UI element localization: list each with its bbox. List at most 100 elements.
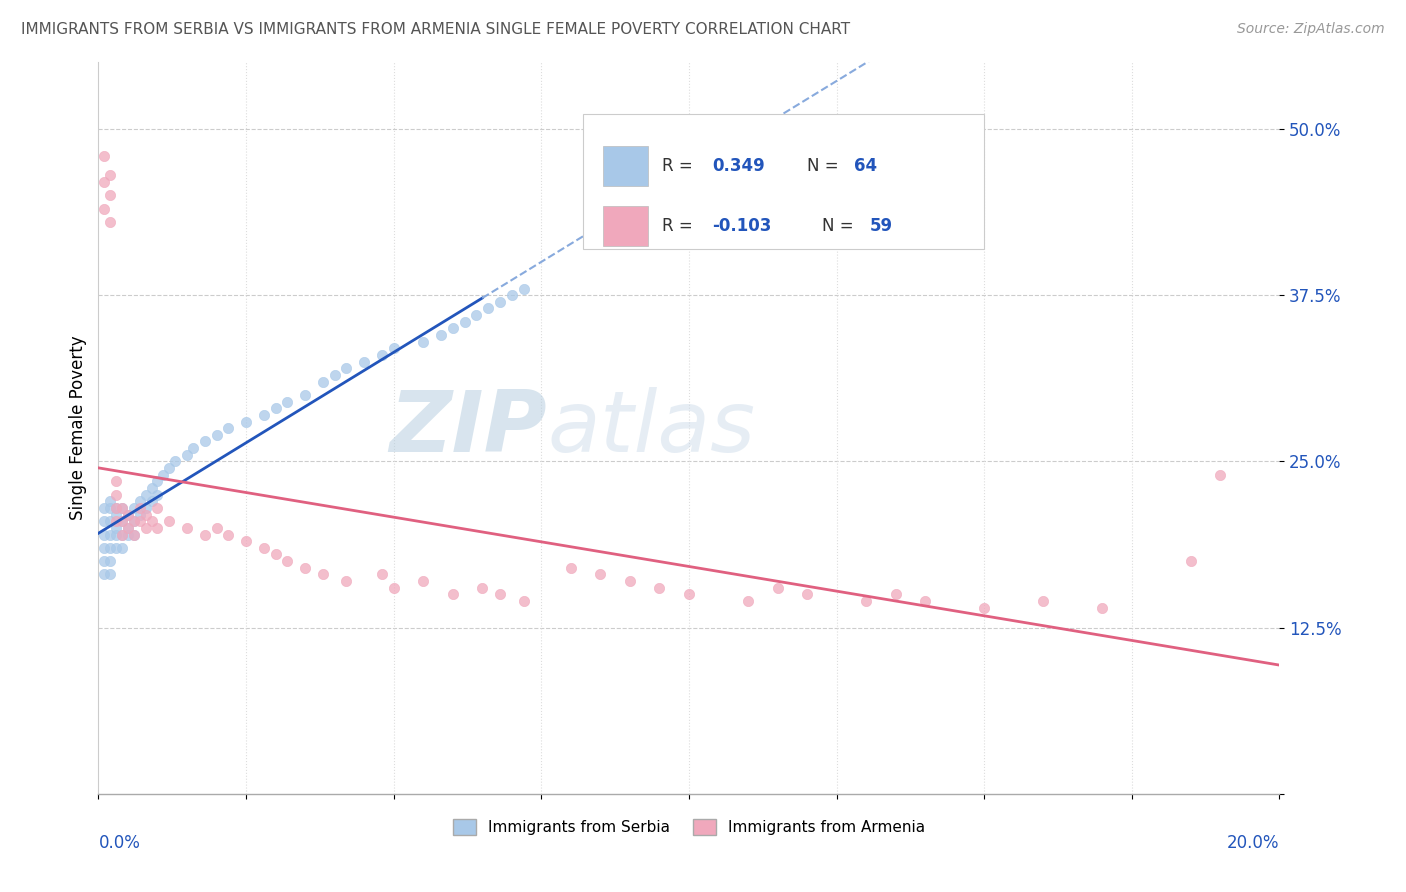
Point [122,527,145,541]
Point [253,408,276,422]
Point [141,481,163,495]
FancyBboxPatch shape [582,113,984,249]
Point [382,581,405,595]
Point [589,567,612,582]
Point [105,521,128,535]
Point [477,301,499,316]
Point [98,169,121,183]
Point [371,348,394,362]
Point [93,202,115,216]
Text: R =: R = [662,157,697,175]
Point [98,500,121,515]
Point [855,594,877,608]
Text: Source: ZipAtlas.com: Source: ZipAtlas.com [1237,22,1385,37]
Text: R =: R = [662,217,697,235]
Point [128,500,150,515]
Point [165,454,187,468]
Point [323,368,346,382]
Point [194,527,217,541]
Point [98,188,121,202]
Bar [603,206,648,246]
Point [441,587,464,601]
Point [914,594,936,608]
Point [135,508,157,522]
Point [1180,554,1202,568]
Point [111,541,134,555]
Point [276,394,298,409]
Point [264,548,287,562]
Point [93,541,115,555]
Text: 0.0%: 0.0% [98,834,141,852]
Y-axis label: Single Female Poverty: Single Female Poverty [69,336,87,520]
Text: 59: 59 [870,217,893,235]
Point [737,594,759,608]
Point [135,500,157,515]
Point [560,561,582,575]
Point [93,175,115,189]
Point [105,527,128,541]
Point [111,527,134,541]
Point [128,494,150,508]
Point [141,514,163,528]
Text: N =: N = [823,217,859,235]
Point [619,574,641,588]
Point [453,315,475,329]
Point [98,554,121,568]
Point [105,514,128,528]
Point [111,500,134,515]
Point [105,541,128,555]
Point [1032,594,1054,608]
Point [194,434,217,449]
Point [412,334,434,349]
Point [512,594,534,608]
Point [217,527,239,541]
Point [135,521,157,535]
Point [648,581,671,595]
Point [93,514,115,528]
Legend: Immigrants from Serbia, Immigrants from Armenia: Immigrants from Serbia, Immigrants from … [447,813,931,841]
Point [111,500,134,515]
Point [766,581,789,595]
Point [678,587,700,601]
Point [128,514,150,528]
Point [98,514,121,528]
Point [122,514,145,528]
Point [335,361,357,376]
Point [152,467,174,482]
Point [98,567,121,582]
Point [98,215,121,229]
Point [465,308,488,322]
Point [122,527,145,541]
Point [501,288,523,302]
Point [105,488,128,502]
Point [98,541,121,555]
Point [105,475,128,489]
Point [217,421,239,435]
Point [117,508,139,522]
Point [471,581,494,595]
Point [105,508,128,522]
Point [105,500,128,515]
Point [93,554,115,568]
Point [430,328,453,343]
Point [157,514,180,528]
Point [146,475,169,489]
Point [141,494,163,508]
Text: 20.0%: 20.0% [1227,834,1279,852]
Point [512,281,534,295]
Point [412,574,434,588]
Point [135,488,157,502]
Text: ZIP: ZIP [389,386,547,470]
Point [122,500,145,515]
Point [1209,467,1232,482]
Point [111,527,134,541]
Text: N =: N = [807,157,844,175]
Point [146,500,169,515]
Bar [603,145,648,186]
Point [205,427,228,442]
Point [117,521,139,535]
Point [176,521,198,535]
Point [181,441,204,455]
Point [371,567,394,582]
Point [205,521,228,535]
